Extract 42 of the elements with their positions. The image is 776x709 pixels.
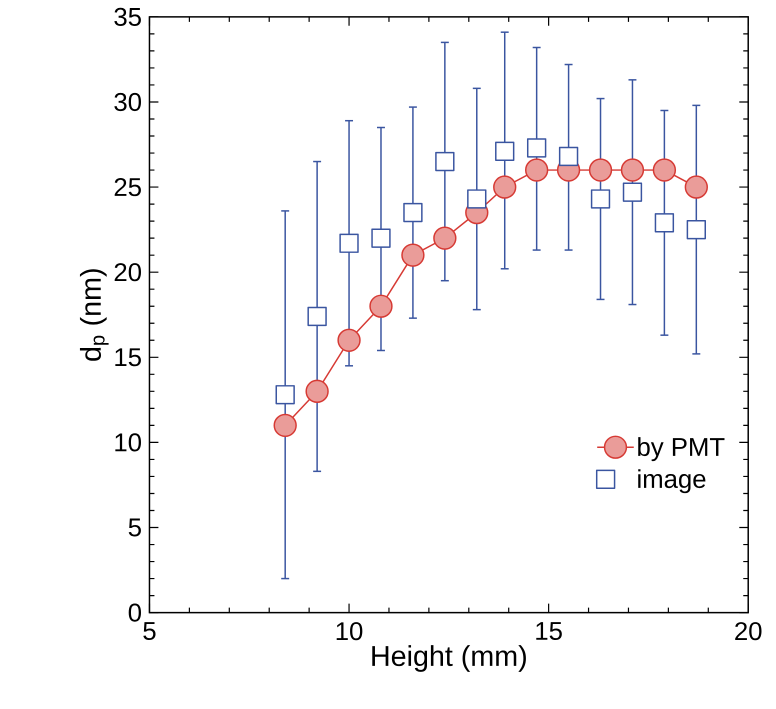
point (684, 175, 708, 199)
point (590, 189, 610, 209)
x-tick-label: 20 (735, 622, 762, 640)
point (276, 385, 295, 404)
point (524, 158, 548, 182)
point (493, 175, 516, 199)
legend-label: image (638, 469, 706, 494)
point (435, 152, 455, 172)
x-tick-label: 5 (143, 622, 156, 640)
point (337, 328, 361, 352)
y-tick-label: 5 (128, 518, 141, 537)
x-tick-label: 15 (536, 622, 562, 640)
point (371, 228, 391, 248)
y-tick-label: 25 (114, 178, 141, 196)
point (307, 306, 327, 326)
point (526, 138, 546, 158)
point (467, 189, 486, 209)
legend-label: by PMT (638, 437, 724, 462)
point (339, 234, 359, 253)
point (654, 213, 674, 233)
y-tick-label: 10 (115, 433, 141, 452)
point (401, 244, 425, 267)
y-tick-label: 35 (114, 8, 141, 26)
point (495, 142, 514, 162)
point (369, 294, 393, 318)
point (588, 158, 612, 182)
point (305, 380, 329, 404)
point (622, 182, 642, 202)
point (403, 202, 423, 222)
y-axis-title: d$_{p}$ (nm) (80, 269, 109, 361)
point (652, 158, 676, 182)
point (274, 414, 297, 438)
y-tick-label: 20 (114, 263, 141, 282)
y-tick-label: 0 (128, 604, 141, 622)
point (686, 220, 706, 240)
point (433, 226, 457, 250)
y-tick-label: 30 (114, 92, 141, 112)
x-axis-title: Height (mm) (372, 645, 526, 672)
point (620, 158, 644, 182)
y-tick-label: 15 (115, 348, 141, 366)
x-tick-label: 10 (336, 622, 362, 640)
point (558, 146, 578, 166)
